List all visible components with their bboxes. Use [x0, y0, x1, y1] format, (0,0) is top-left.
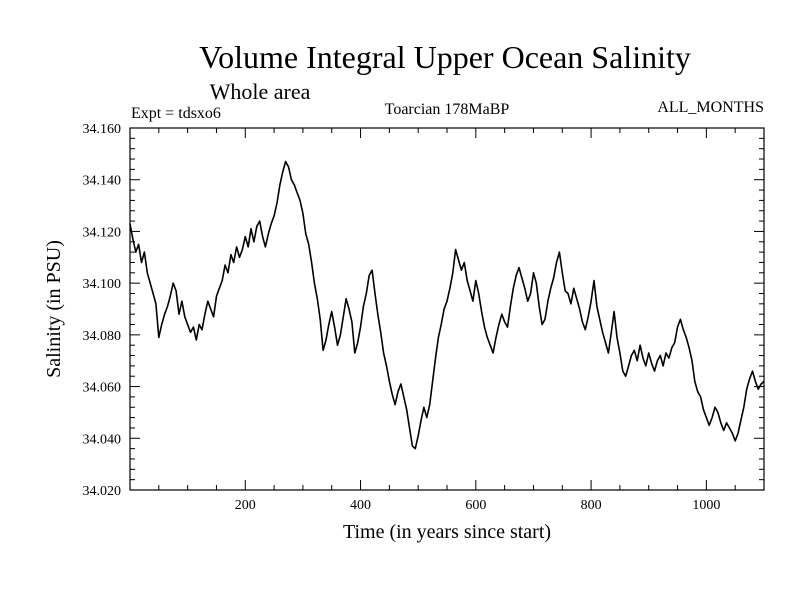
series-line-salinity: [129, 160, 765, 450]
axis-ticks: [130, 127, 764, 491]
y-tick-label: 34.160: [83, 122, 122, 137]
y-tick-label: 34.100: [83, 277, 122, 292]
period-label: Toarcian 178MaBP: [385, 101, 510, 118]
months-label: ALL_MONTHS: [657, 99, 764, 116]
y-tick-label: 34.080: [83, 329, 122, 344]
x-tick-label: 1000: [692, 498, 720, 513]
chart-subtitle: Whole area: [210, 79, 311, 104]
plot-frame: [129, 127, 765, 491]
y-tick-label: 34.020: [83, 484, 122, 499]
y-tick-label: 34.060: [83, 381, 122, 396]
x-tick-label: 200: [235, 498, 256, 513]
x-axis-label: Time (in years since start): [343, 521, 551, 543]
x-tick-label: 400: [350, 498, 371, 513]
y-tick-label: 34.040: [83, 432, 122, 447]
expt-label: Expt = tdsxo6: [131, 105, 221, 122]
y-axis-label: Salinity (in PSU): [43, 240, 65, 378]
x-tick-label: 800: [581, 498, 602, 513]
y-tick-label: 34.140: [83, 174, 122, 189]
axis-tick-labels: 200 400 600 800 1000 34.020 34.040 34.060 34.080…: [83, 122, 721, 513]
series-layer: [129, 160, 765, 450]
y-tick-label: 34.120: [83, 225, 122, 240]
chart-title: Volume Integral Upper Ocean Salinity: [199, 39, 691, 75]
x-tick-label: 600: [465, 498, 486, 513]
